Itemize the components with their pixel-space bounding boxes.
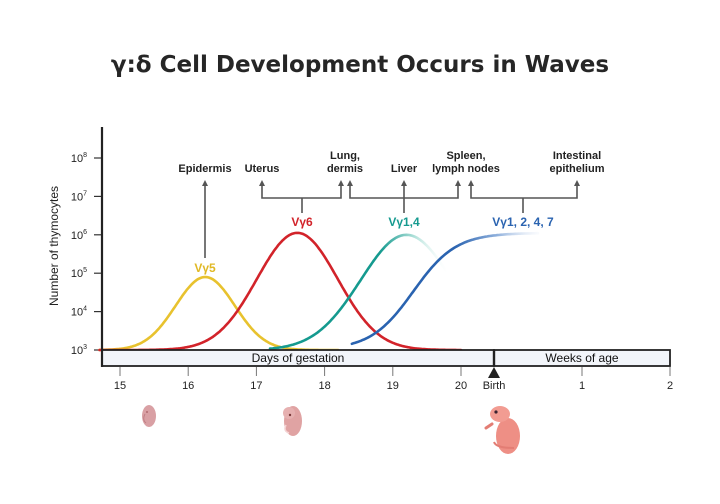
- arrow-up-icon: [401, 180, 407, 186]
- x-tick-label-day: 15: [114, 380, 126, 392]
- arrow-up-icon: [259, 180, 265, 186]
- x-tick-label-week: 1: [579, 380, 585, 392]
- embryo-early-icon: [142, 405, 156, 427]
- series-label-vg1247: Vγ1, 2, 4, 7: [492, 215, 554, 229]
- y-tick-label: 107: [71, 190, 87, 203]
- newborn-pup-icon: [484, 406, 520, 454]
- x-tick-label-day: 20: [455, 380, 467, 392]
- arrow-up-icon: [468, 180, 474, 186]
- series-label-vg5: Vγ5: [194, 261, 216, 275]
- tissue-lung-line1: Lung,: [330, 150, 360, 162]
- tissue-uterus: Uterus: [245, 163, 280, 175]
- x-tick-label-day: 18: [318, 380, 330, 392]
- series-line-0: [98, 275, 340, 352]
- tissue-spleen-line2: lymph nodes: [432, 163, 500, 175]
- series-label-vg14: Vγ1,4: [388, 215, 420, 229]
- vg1247-bracket: [470, 185, 578, 199]
- x-ticks: 15 16 17 18 19 20 1 2: [114, 367, 673, 392]
- y-tick-label: 103: [71, 344, 87, 357]
- tissue-epidermis: Epidermis: [178, 163, 231, 175]
- embryo-mid-icon: [283, 406, 302, 436]
- series-label-vg6: Vγ6: [291, 215, 313, 229]
- arrow-up-icon: [347, 180, 353, 186]
- arrowheads: [202, 180, 580, 186]
- arrow-up-icon: [202, 180, 208, 186]
- vg6-bracket: [261, 185, 342, 199]
- weeks-label: Weeks of age: [545, 351, 618, 365]
- y-tick-label: 104: [71, 306, 87, 319]
- y-tick-label: 105: [71, 267, 87, 280]
- y-tick-label: 108: [71, 152, 87, 165]
- chart-title: γ:δ Cell Development Occurs in Waves: [110, 52, 610, 78]
- tissue-intestinal-line1: Intestinal: [553, 150, 601, 162]
- series-line-3: [350, 231, 540, 346]
- arrow-up-icon: [338, 180, 344, 186]
- x-tick-label-day: 16: [182, 380, 194, 392]
- annotation-connectors: [204, 185, 578, 258]
- birth-marker-icon: [488, 367, 500, 378]
- x-tick-label-week: 2: [667, 380, 673, 392]
- arrow-up-icon: [455, 180, 461, 186]
- y-tick-label: 106: [71, 229, 87, 242]
- y-axis-label: Number of thymocytes: [47, 186, 61, 306]
- tissue-spleen-line1: Spleen,: [446, 150, 485, 162]
- tissue-liver: Liver: [391, 163, 418, 175]
- vg14-bracket: [349, 185, 459, 199]
- y-ticks: 103 104 105 106 107 108: [71, 152, 102, 357]
- birth-label: Birth: [483, 380, 506, 392]
- x-axis-band: Days of gestation Weeks of age: [101, 349, 671, 367]
- tissue-intestinal-line2: epithelium: [549, 163, 604, 175]
- x-tick-label-day: 19: [387, 380, 399, 392]
- tissue-lung-line2: dermis: [327, 163, 363, 175]
- series-line-2: [268, 233, 449, 350]
- arrow-up-icon: [574, 180, 580, 186]
- x-tick-label-day: 17: [250, 380, 262, 392]
- curves: [98, 231, 540, 352]
- gestation-label: Days of gestation: [252, 351, 345, 365]
